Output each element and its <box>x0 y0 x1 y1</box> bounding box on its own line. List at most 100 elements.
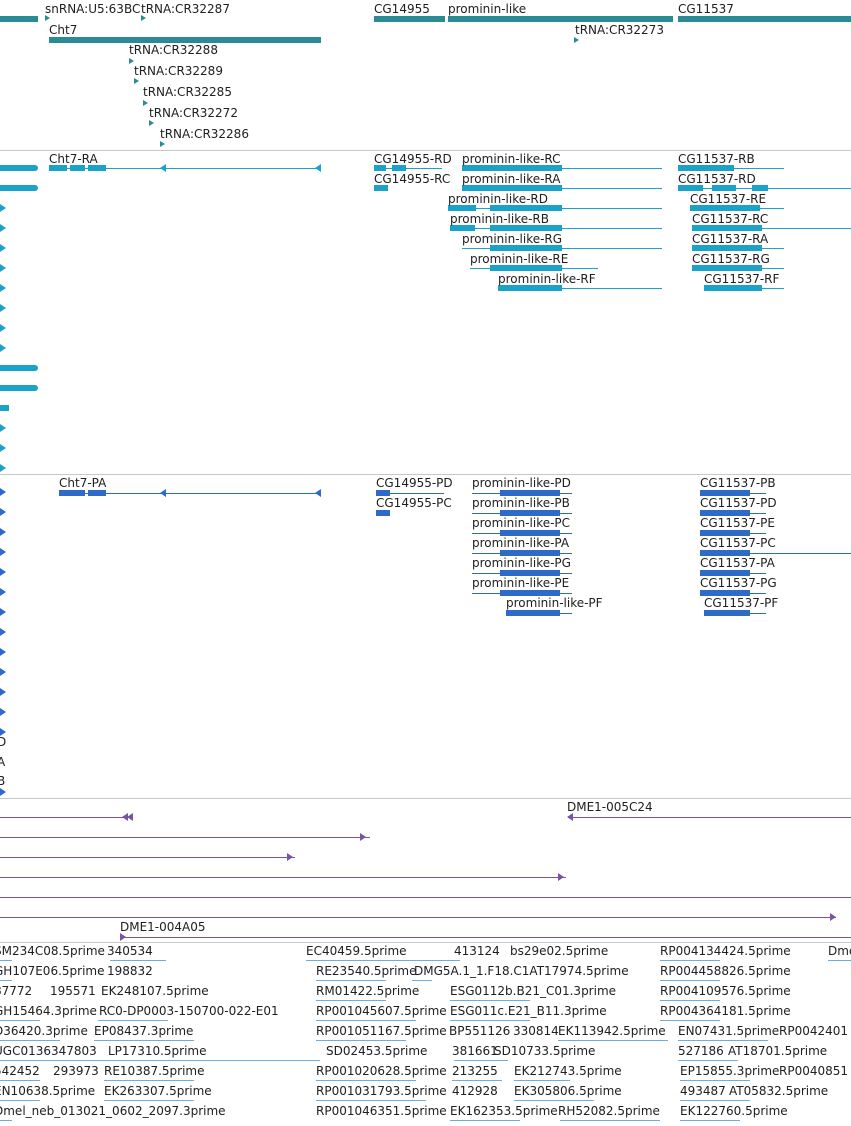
transcript-exon[interactable] <box>49 165 67 171</box>
protein-stub-icon[interactable] <box>0 568 6 576</box>
transcript-stub-icon[interactable] <box>0 224 6 232</box>
est-feature[interactable] <box>316 1080 416 1081</box>
est-feature[interactable] <box>678 1060 738 1061</box>
protein-stub-icon[interactable] <box>0 508 6 516</box>
protein-exon[interactable] <box>500 530 560 536</box>
est-feature[interactable] <box>412 980 432 981</box>
protein-exon[interactable] <box>500 590 560 596</box>
est-feature[interactable] <box>0 980 12 981</box>
est-feature[interactable] <box>316 1020 416 1021</box>
transcript-exon[interactable] <box>498 285 562 291</box>
transcript-exon[interactable] <box>692 265 762 271</box>
est-feature[interactable] <box>316 1040 406 1041</box>
est-feature[interactable] <box>316 1100 426 1101</box>
est-feature[interactable] <box>104 1080 194 1081</box>
gene-glyph-cht7[interactable] <box>49 37 321 43</box>
transcript-exon[interactable] <box>374 185 388 191</box>
protein-exon[interactable] <box>59 490 85 496</box>
protein-exon[interactable] <box>500 490 560 496</box>
transcript-stub-icon[interactable] <box>0 424 6 432</box>
trna-marker-icon[interactable] <box>129 58 134 64</box>
protein-stub-icon[interactable] <box>0 608 6 616</box>
protein-stub-icon[interactable] <box>0 548 6 556</box>
protein-exon[interactable] <box>506 610 560 616</box>
protein-exon[interactable] <box>700 570 750 576</box>
trna-marker-icon[interactable] <box>574 37 579 43</box>
protein-stub-icon[interactable] <box>0 488 6 496</box>
transcript-exon[interactable] <box>752 185 768 191</box>
transcript-exon[interactable] <box>490 265 562 271</box>
protein-exon[interactable] <box>700 490 750 496</box>
clone-line[interactable] <box>120 937 851 938</box>
protein-exon[interactable] <box>704 610 750 616</box>
transcript-glyph[interactable] <box>0 185 38 191</box>
protein-stub-icon[interactable] <box>0 728 6 736</box>
transcript-exon[interactable] <box>678 185 703 191</box>
transcript-glyph[interactable] <box>0 405 9 411</box>
transcript-exon[interactable] <box>704 285 762 291</box>
protein-stub-icon[interactable] <box>0 788 6 796</box>
trna-marker-icon[interactable] <box>134 78 139 84</box>
clone-line[interactable] <box>0 837 370 838</box>
gene-glyph-cg11537[interactable] <box>678 16 851 22</box>
est-feature[interactable] <box>450 1020 530 1021</box>
protein-stub-icon[interactable] <box>0 648 6 656</box>
transcript-exon[interactable] <box>450 225 475 231</box>
trna-marker-icon[interactable] <box>45 15 50 21</box>
transcript-glyph[interactable] <box>0 385 38 391</box>
transcript-glyph[interactable] <box>0 165 38 171</box>
est-feature[interactable] <box>104 1100 194 1101</box>
est-feature[interactable] <box>450 1000 530 1001</box>
clone-line[interactable] <box>0 817 130 818</box>
est-feature[interactable] <box>660 980 720 981</box>
protein-stub-icon[interactable] <box>0 628 6 636</box>
transcript-exon[interactable] <box>88 165 106 171</box>
clone-line[interactable] <box>568 817 851 818</box>
trna-marker-icon[interactable] <box>160 141 165 147</box>
est-feature[interactable] <box>0 1040 60 1041</box>
transcript-exon[interactable] <box>490 225 562 231</box>
transcript-exon[interactable] <box>692 245 762 251</box>
est-feature[interactable] <box>0 1120 12 1121</box>
transcript-stub-icon[interactable] <box>0 264 6 272</box>
transcript-exon[interactable] <box>690 205 760 211</box>
clone-line[interactable] <box>0 857 295 858</box>
est-feature[interactable] <box>316 980 386 981</box>
gene-glyph-prominin-like[interactable] <box>448 16 673 22</box>
protein-exon[interactable] <box>376 490 390 496</box>
transcript-exon[interactable] <box>490 205 562 211</box>
transcript-exon[interactable] <box>374 165 386 171</box>
est-feature[interactable] <box>0 1100 40 1101</box>
est-feature[interactable] <box>454 1060 508 1061</box>
transcript-exon[interactable] <box>678 165 734 171</box>
est-feature[interactable] <box>514 1080 570 1081</box>
transcript-exon[interactable] <box>692 225 762 231</box>
protein-stub-icon[interactable] <box>0 528 6 536</box>
est-feature[interactable] <box>0 1020 40 1021</box>
clone-line[interactable] <box>0 897 851 898</box>
transcript-exon[interactable] <box>462 165 562 171</box>
protein-exon[interactable] <box>500 570 560 576</box>
protein-stub-icon[interactable] <box>0 688 6 696</box>
clone-line[interactable] <box>0 877 566 878</box>
protein-exon[interactable] <box>700 530 750 536</box>
est-feature[interactable] <box>560 1120 660 1121</box>
protein-stub-icon[interactable] <box>0 588 6 596</box>
protein-exon[interactable] <box>700 590 750 596</box>
est-feature[interactable] <box>306 960 460 961</box>
transcript-stub-icon[interactable] <box>0 284 6 292</box>
est-feature[interactable] <box>94 1040 194 1041</box>
est-feature[interactable] <box>660 1000 720 1001</box>
est-feature[interactable] <box>678 1040 768 1041</box>
protein-exon[interactable] <box>88 490 106 496</box>
trna-marker-icon[interactable] <box>143 100 148 106</box>
protein-exon[interactable] <box>376 510 390 516</box>
transcript-stub-icon[interactable] <box>0 324 6 332</box>
transcript-stub-icon[interactable] <box>0 204 6 212</box>
protein-exon[interactable] <box>700 550 750 556</box>
gene-glyph-cg14955[interactable] <box>374 16 445 22</box>
transcript-glyph[interactable] <box>0 365 38 371</box>
transcript-exon[interactable] <box>462 185 562 191</box>
transcript-exon[interactable] <box>712 185 736 191</box>
transcript-stub-icon[interactable] <box>0 464 6 472</box>
